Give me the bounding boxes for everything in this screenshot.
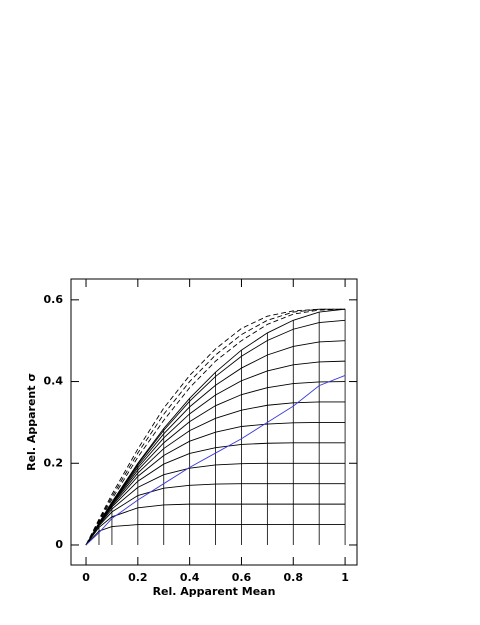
x-tick-label: 0.8 — [284, 571, 304, 584]
x-tick-label: 0.4 — [180, 571, 200, 584]
curve — [85, 308, 346, 546]
y-tick-label: 0.6 — [44, 293, 64, 306]
curve — [85, 375, 346, 546]
curve — [85, 483, 346, 546]
y-tick-label: 0 — [55, 538, 63, 551]
curve — [85, 308, 346, 546]
curve — [85, 524, 346, 546]
curve — [85, 308, 346, 546]
curve — [85, 462, 346, 546]
curve — [85, 442, 346, 546]
curve — [85, 308, 346, 546]
curve — [85, 421, 346, 546]
y-tick-label: 0.2 — [44, 456, 64, 469]
x-tick-label: 0 — [82, 571, 90, 584]
x-tick-label: 0.2 — [128, 571, 148, 584]
plot-frame — [70, 278, 358, 566]
curve — [85, 503, 346, 546]
y-tick-label: 0.4 — [44, 375, 64, 388]
x-tick-label: 0.6 — [232, 571, 252, 584]
y-axis-label: Rel. Apparent σ — [25, 373, 38, 471]
x-tick-label: 1 — [341, 571, 349, 584]
x-axis-label: Rel. Apparent Mean — [153, 585, 276, 598]
